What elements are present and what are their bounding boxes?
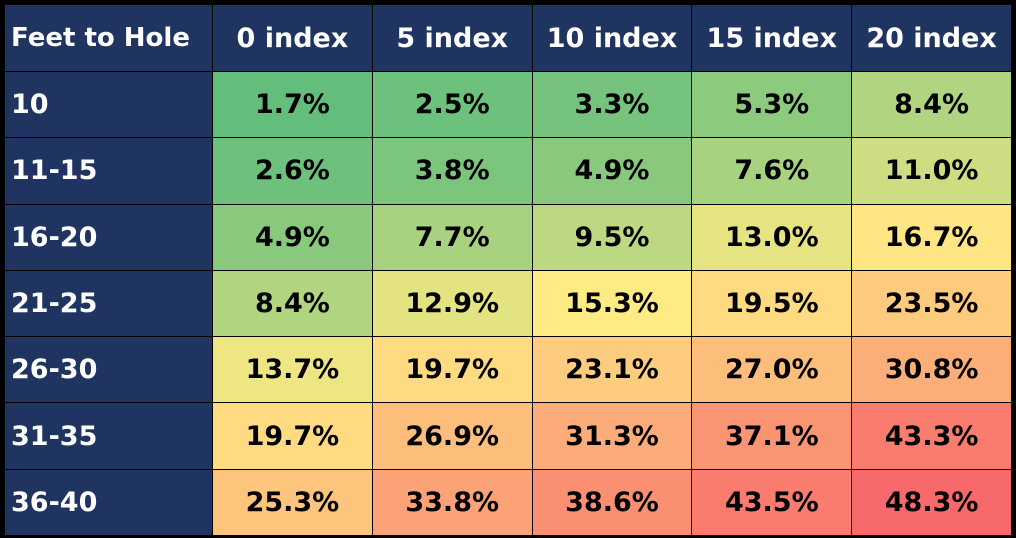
- heat-cell: 25.3%: [212, 468, 373, 536]
- heat-cell: 12.9%: [371, 269, 533, 338]
- column-header: 10 index: [531, 4, 693, 72]
- header-row: Feet to Hole 0 index 5 index 10 index 15…: [4, 4, 1012, 72]
- heat-cell: 30.8%: [851, 336, 1012, 404]
- heat-cell: 13.7%: [212, 336, 373, 404]
- heat-cell: 19.7%: [212, 402, 373, 470]
- heat-cell: 16.7%: [851, 203, 1012, 271]
- heat-cell: 13.0%: [691, 203, 853, 271]
- heat-cell: 23.5%: [851, 269, 1012, 338]
- column-header: 20 index: [851, 4, 1012, 72]
- heat-cell: 9.5%: [531, 203, 693, 271]
- row-label: 16-20: [4, 203, 213, 271]
- row-label: 11-15: [4, 137, 213, 205]
- table-row: 36-40 25.3% 33.8% 38.6% 43.5% 48.3%: [4, 468, 1012, 536]
- heat-cell: 1.7%: [212, 70, 373, 139]
- table-row: 31-35 19.7% 26.9% 31.3% 37.1% 43.3%: [4, 402, 1012, 470]
- heat-cell: 43.5%: [691, 468, 853, 536]
- table-row: 11-15 2.6% 3.8% 4.9% 7.6% 11.0%: [4, 137, 1012, 205]
- heat-cell: 37.1%: [691, 402, 853, 470]
- heat-cell: 5.3%: [691, 70, 853, 139]
- row-label: 21-25: [4, 269, 213, 338]
- heat-cell: 2.6%: [212, 137, 373, 205]
- heat-cell: 19.7%: [371, 336, 533, 404]
- heat-cell: 7.7%: [371, 203, 533, 271]
- table-row: 26-30 13.7% 19.7% 23.1% 27.0% 30.8%: [4, 336, 1012, 404]
- heat-cell: 3.8%: [371, 137, 533, 205]
- heat-cell: 33.8%: [371, 468, 533, 536]
- heatmap-table: Feet to Hole 0 index 5 index 10 index 15…: [4, 4, 1012, 536]
- heat-cell: 15.3%: [531, 269, 693, 338]
- heat-cell: 38.6%: [531, 468, 693, 536]
- heat-cell: 2.5%: [371, 70, 533, 139]
- heat-cell: 48.3%: [851, 468, 1012, 536]
- column-header: 15 index: [691, 4, 853, 72]
- heat-cell: 23.1%: [531, 336, 693, 404]
- row-header-label: Feet to Hole: [4, 4, 213, 72]
- column-header: 0 index: [212, 4, 373, 72]
- heat-cell: 31.3%: [531, 402, 693, 470]
- table-row: 10 1.7% 2.5% 3.3% 5.3% 8.4%: [4, 70, 1012, 139]
- heat-cell: 43.3%: [851, 402, 1012, 470]
- row-label: 26-30: [4, 336, 213, 404]
- heat-cell: 11.0%: [851, 137, 1012, 205]
- heat-cell: 4.9%: [531, 137, 693, 205]
- column-header: 5 index: [371, 4, 533, 72]
- heatmap-body: 10 1.7% 2.5% 3.3% 5.3% 8.4% 11-15 2.6% 3.8% 4.9% 7…: [4, 70, 1012, 536]
- heat-cell: 8.4%: [212, 269, 373, 338]
- row-label: 36-40: [4, 468, 213, 536]
- row-label: 31-35: [4, 402, 213, 470]
- row-label: 10: [4, 70, 213, 139]
- table-row: 16-20 4.9% 7.7% 9.5% 13.0% 16.7%: [4, 203, 1012, 271]
- heat-cell: 19.5%: [691, 269, 853, 338]
- heat-cell: 7.6%: [691, 137, 853, 205]
- heat-cell: 4.9%: [212, 203, 373, 271]
- heat-cell: 8.4%: [851, 70, 1012, 139]
- heat-cell: 26.9%: [371, 402, 533, 470]
- table-row: 21-25 8.4% 12.9% 15.3% 19.5% 23.5%: [4, 269, 1012, 338]
- heat-cell: 27.0%: [691, 336, 853, 404]
- heat-cell: 3.3%: [531, 70, 693, 139]
